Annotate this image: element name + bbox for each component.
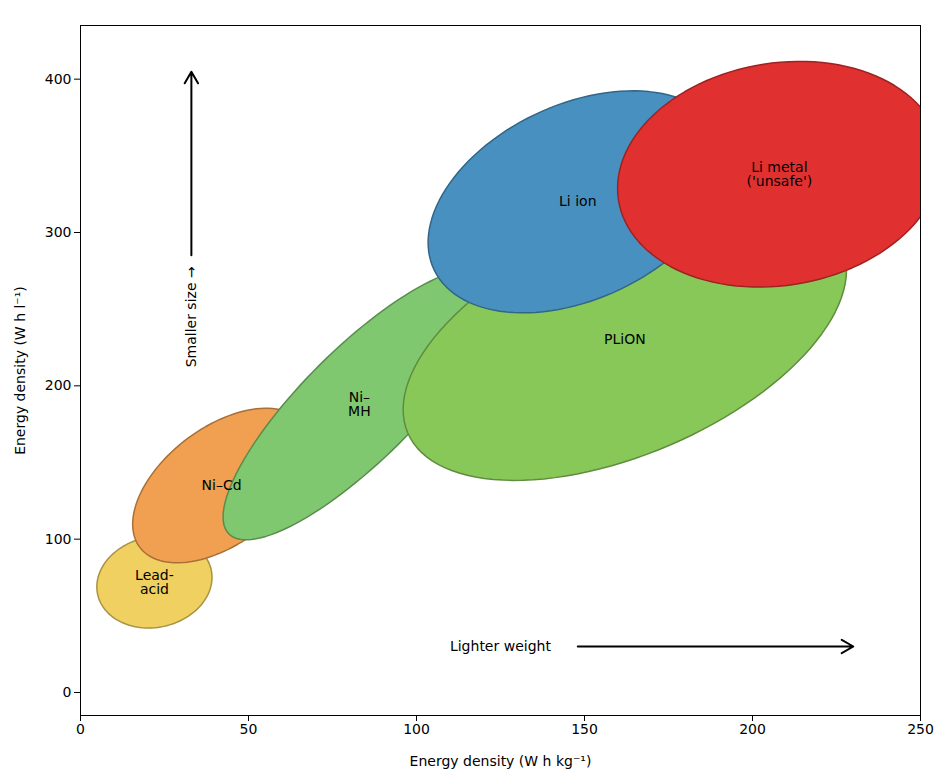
svg-text:100: 100: [45, 531, 72, 547]
svg-text:0: 0: [63, 684, 72, 700]
svg-text:Li ion: Li ion: [559, 193, 596, 209]
svg-text:200: 200: [45, 377, 72, 393]
svg-text:0: 0: [76, 721, 85, 737]
svg-text:Energy density (W h l⁻¹): Energy density (W h l⁻¹): [12, 286, 28, 455]
svg-text:Li metal('unsafe'): Li metal('unsafe'): [746, 159, 812, 189]
svg-text:Energy density (W h kg⁻¹): Energy density (W h kg⁻¹): [410, 753, 592, 769]
svg-text:400: 400: [45, 71, 72, 87]
svg-text:300: 300: [45, 224, 72, 240]
svg-text:Lighter weight: Lighter weight: [450, 638, 551, 654]
svg-text:150: 150: [571, 721, 598, 737]
svg-text:50: 50: [240, 721, 258, 737]
svg-text:Ni–MH: Ni–MH: [348, 389, 371, 419]
svg-text:Lead-acid: Lead-acid: [135, 567, 174, 597]
svg-text:Smaller size →: Smaller size →: [183, 266, 199, 367]
svg-text:PLiON: PLiON: [604, 331, 646, 347]
svg-text:200: 200: [739, 721, 766, 737]
svg-text:250: 250: [907, 721, 934, 737]
svg-text:Ni–Cd: Ni–Cd: [202, 477, 242, 493]
svg-text:100: 100: [403, 721, 430, 737]
